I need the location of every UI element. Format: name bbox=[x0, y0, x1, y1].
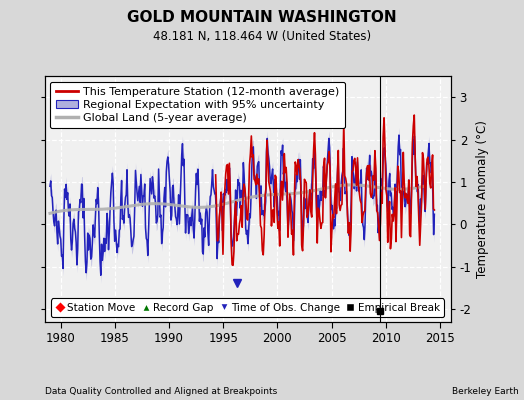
Text: Data Quality Controlled and Aligned at Breakpoints: Data Quality Controlled and Aligned at B… bbox=[45, 387, 277, 396]
Text: Berkeley Earth: Berkeley Earth bbox=[452, 387, 519, 396]
Y-axis label: Temperature Anomaly (°C): Temperature Anomaly (°C) bbox=[476, 120, 489, 278]
Text: GOLD MOUNTAIN WASHINGTON: GOLD MOUNTAIN WASHINGTON bbox=[127, 10, 397, 25]
Legend: Station Move, Record Gap, Time of Obs. Change, Empirical Break: Station Move, Record Gap, Time of Obs. C… bbox=[51, 298, 444, 317]
Text: 48.181 N, 118.464 W (United States): 48.181 N, 118.464 W (United States) bbox=[153, 30, 371, 43]
